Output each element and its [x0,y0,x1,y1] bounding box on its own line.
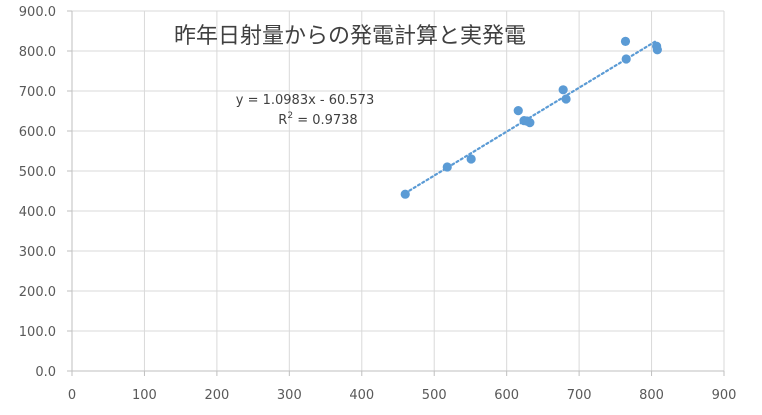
r-squared-prefix: R [278,113,287,128]
y-tick-label: 600.0 [19,125,56,140]
y-tick-label: 300.0 [19,245,56,260]
scatter-point [525,118,535,128]
scatter-point [400,189,410,199]
y-tick-label: 200.0 [19,285,56,300]
x-tick-label: 700 [567,388,592,403]
x-tick-label: 800 [639,388,664,403]
x-tick-label: 400 [349,388,374,403]
y-tick-label: 400.0 [19,205,56,220]
data-points [400,36,662,199]
scatter-point [652,45,662,55]
trendline-layer [404,39,659,195]
scatter-point [466,154,476,164]
r-squared-superscript: 2 [287,111,293,121]
trendline-r-squared: R2 = 0.9738 [278,111,357,128]
scatter-point [442,162,452,172]
y-tick-label: 500.0 [19,165,56,180]
scatter-point [558,85,568,95]
x-tick-label: 200 [204,388,229,403]
axes [67,10,725,376]
y-tick-label: 0.0 [35,365,56,380]
x-tick-label: 600 [494,388,519,403]
x-tick-label: 100 [132,388,157,403]
grid-lines [72,10,725,371]
tick-labels: 0 100 200 300 400 500 600 700 800 900 0.0 100.0 200.… [19,5,737,403]
scatter-point [561,94,571,104]
y-tick-label: 100.0 [19,325,56,340]
y-tick-label: 700.0 [19,85,56,100]
x-tick-label: 300 [277,388,302,403]
linear-trendline [404,39,659,195]
y-tick-label: 900.0 [19,5,56,20]
scatter-point [513,106,523,116]
chart-title: 昨年日射量からの発電計算と実発電 [174,24,526,49]
x-tick-label: 0 [68,388,76,403]
trendline-equation: y = 1.0983x - 60.573 [236,93,374,108]
scatter-point [620,36,631,47]
r-squared-value: = 0.9738 [293,113,358,128]
x-tick-label: 900 [712,388,737,403]
x-tick-label: 500 [422,388,447,403]
scatter-point [621,54,631,64]
y-tick-label: 800.0 [19,45,56,60]
